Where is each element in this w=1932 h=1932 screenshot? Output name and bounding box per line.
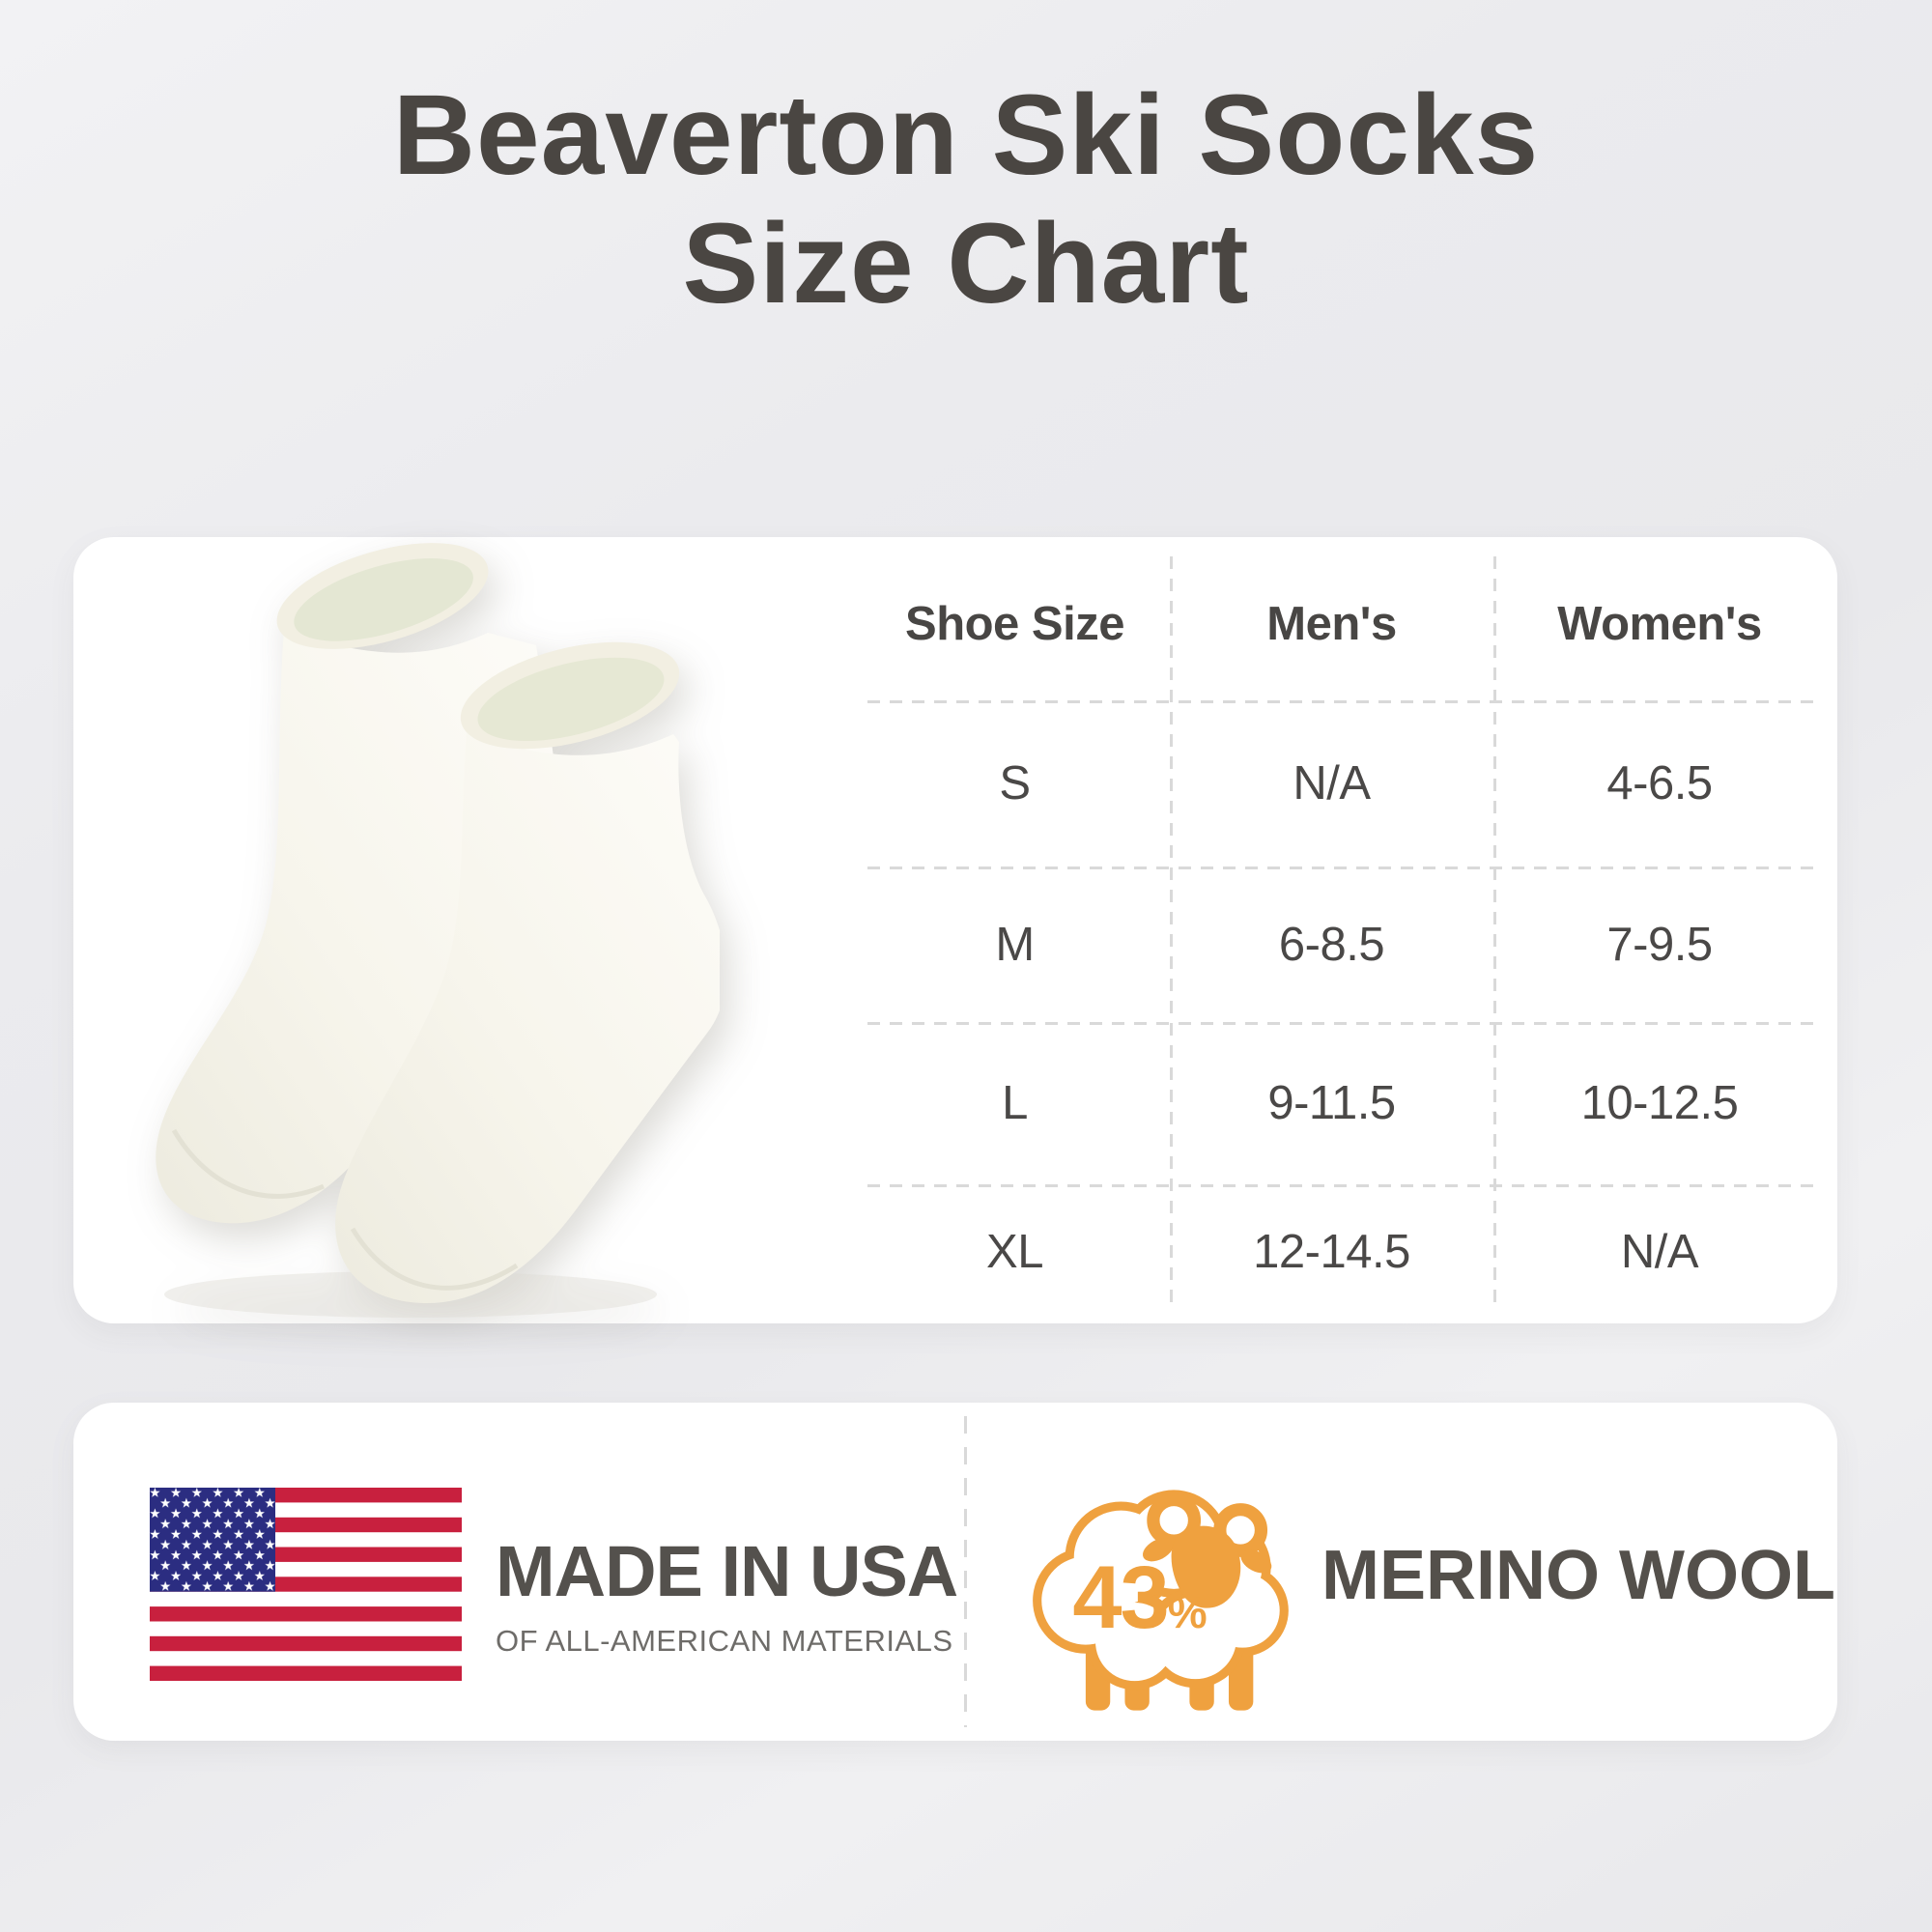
table-cell-mens-l: 9-11.5 xyxy=(1267,1077,1396,1129)
table-cell-womens-s: 4-6.5 xyxy=(1606,757,1713,810)
table-row-divider xyxy=(867,700,1818,703)
page-title: Beaverton Ski Socks Size Chart xyxy=(0,71,1932,329)
table-column-divider xyxy=(1170,556,1173,1310)
table-cell-size-m: M xyxy=(995,918,1035,971)
us-flag-icon xyxy=(150,1488,462,1681)
wool-percent-sign: % xyxy=(1167,1587,1208,1637)
table-cell-womens-m: 7-9.5 xyxy=(1606,918,1713,971)
made-in-usa-block: MADE IN USA OF ALL-AMERICAN MATERIALS xyxy=(496,1530,958,1659)
table-cell-mens-m: 6-8.5 xyxy=(1278,918,1385,971)
page-title-line2: Size Chart xyxy=(682,200,1250,328)
size-table: Shoe Size Men's Women's S N/A 4-6.5 M 6-… xyxy=(860,547,1826,1320)
table-cell-mens-xl: 12-14.5 xyxy=(1253,1226,1410,1278)
column-header-shoe-size: Shoe Size xyxy=(905,597,1124,650)
table-cell-womens-l: 10-12.5 xyxy=(1580,1077,1739,1129)
made-in-usa-subtitle: OF ALL-AMERICAN MATERIALS xyxy=(496,1624,953,1658)
sheep-head xyxy=(1142,1492,1272,1608)
product-image-socks-icon xyxy=(156,543,720,1318)
wool-percent-badge: 43% xyxy=(1053,1548,1227,1649)
table-cell-mens-s: N/A xyxy=(1293,757,1371,810)
merino-wool-title: MERINO WOOL xyxy=(1321,1537,1835,1614)
page-title-line1: Beaverton Ski Socks xyxy=(392,71,1540,199)
table-row-divider xyxy=(867,1184,1818,1187)
table-row-divider xyxy=(867,867,1818,869)
back-sock xyxy=(156,543,561,1224)
column-header-womens: Women's xyxy=(1557,597,1762,650)
column-header-mens: Men's xyxy=(1266,597,1397,650)
table-cell-size-l: L xyxy=(1002,1077,1028,1129)
table-row-divider xyxy=(867,1022,1818,1025)
front-sock xyxy=(335,641,720,1303)
table-cell-size-s: S xyxy=(999,757,1031,810)
table-cell-womens-xl: N/A xyxy=(1620,1226,1699,1278)
table-column-divider xyxy=(1493,556,1496,1310)
sheep-icon xyxy=(1033,1490,1289,1711)
wool-percent-value: 43 xyxy=(1072,1548,1169,1647)
table-cell-size-xl: XL xyxy=(986,1226,1043,1278)
badges-card: MADE IN USA OF ALL-AMERICAN MATERIALS xyxy=(73,1403,1837,1741)
made-in-usa-title: MADE IN USA xyxy=(496,1531,958,1611)
badge-divider xyxy=(964,1416,967,1727)
